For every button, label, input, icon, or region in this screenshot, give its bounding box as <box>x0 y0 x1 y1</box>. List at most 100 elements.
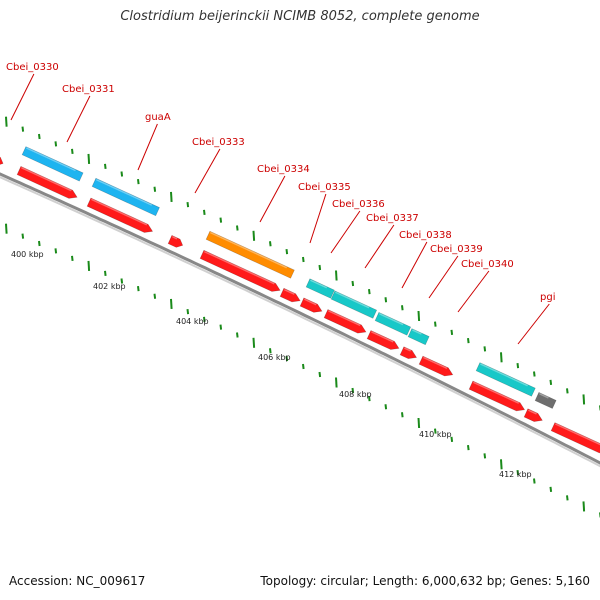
gene-label-text: Cbei_0331 <box>62 84 115 95</box>
tick-mark <box>368 395 371 402</box>
tick-mark <box>203 209 206 216</box>
gene-label-text: Cbei_0336 <box>332 199 385 210</box>
gene-label-text: Cbei_0339 <box>430 244 483 255</box>
upper-gene-3[interactable] <box>205 230 295 279</box>
tick-marks <box>5 116 600 518</box>
tick-mark <box>186 308 190 315</box>
upper-gene-1[interactable] <box>21 146 84 182</box>
genome-backbone <box>0 172 600 468</box>
tick-mark <box>236 332 239 338</box>
tick-mark <box>582 394 586 405</box>
tick-mark <box>450 436 454 443</box>
forward-gene-3[interactable] <box>86 197 154 235</box>
upper-gene-9[interactable] <box>534 392 557 409</box>
gene-label-text: Cbei_0335 <box>298 182 351 193</box>
tick-mark <box>566 388 569 394</box>
tick-mark <box>318 371 322 378</box>
gene-label-Cbei_0330[interactable]: Cbei_0330 <box>6 62 59 121</box>
gene-label-Cbei_0336[interactable]: Cbei_0336 <box>330 199 385 254</box>
upper-gene-8[interactable] <box>475 362 536 397</box>
tick-mark <box>582 501 586 512</box>
gene-label-pgi[interactable]: pgi <box>517 292 555 345</box>
gene-label-text: guaA <box>145 112 171 123</box>
upper-gene-7[interactable] <box>407 328 430 346</box>
tick-mark <box>500 459 503 470</box>
genome-summary-text: Topology: circular; Length: 6,000,632 bp… <box>260 574 590 588</box>
gene-label-text: pgi <box>540 292 555 303</box>
tick-mark <box>417 310 421 322</box>
forward-gene-1[interactable] <box>0 154 5 167</box>
forward-gene-9[interactable] <box>366 330 401 353</box>
tick-mark <box>368 288 371 295</box>
tick-mark <box>21 126 25 132</box>
coordinate-label: 410 kbp <box>419 430 452 439</box>
forward-gene-13[interactable] <box>523 408 544 425</box>
gene-label-Cbei_0331[interactable]: Cbei_0331 <box>62 84 115 143</box>
gene-label-guaA[interactable]: guaA <box>137 112 171 171</box>
tick-mark <box>401 412 404 418</box>
tick-mark <box>219 324 223 330</box>
leader-line <box>309 193 327 244</box>
tick-mark <box>549 486 553 493</box>
tick-mark <box>137 285 140 292</box>
gene-label-text: Cbei_0338 <box>399 230 452 241</box>
tick-mark <box>516 469 520 476</box>
forward-gene-7[interactable] <box>299 297 324 315</box>
forward-gene-11[interactable] <box>418 355 455 379</box>
tick-mark <box>137 178 140 185</box>
upper-gene-5[interactable] <box>330 290 378 319</box>
tick-mark <box>269 241 272 247</box>
gene-label-Cbei_0333[interactable]: Cbei_0333 <box>192 137 245 194</box>
tick-mark <box>335 270 338 281</box>
tick-mark <box>434 428 437 434</box>
tick-mark <box>153 186 157 192</box>
leader-line <box>66 95 91 143</box>
gene-label-Cbei_0335[interactable]: Cbei_0335 <box>298 182 351 244</box>
tick-mark <box>236 225 239 231</box>
tick-mark <box>549 379 553 386</box>
tick-mark <box>384 297 388 303</box>
tick-mark <box>401 305 404 311</box>
tick-mark <box>87 260 91 271</box>
tick-mark <box>252 230 256 241</box>
upper-gene-4[interactable] <box>305 278 335 299</box>
forward-gene-14[interactable] <box>550 422 600 456</box>
forward-gene-6[interactable] <box>279 287 302 305</box>
tick-mark <box>483 346 487 352</box>
tick-mark <box>566 495 569 501</box>
leader-line <box>517 303 550 345</box>
forward-gene-8[interactable] <box>323 309 368 337</box>
forward-gene-5[interactable] <box>199 249 282 294</box>
upper-gene-6[interactable] <box>374 312 412 336</box>
tick-mark <box>302 256 305 263</box>
forward-gene-12[interactable] <box>468 380 526 414</box>
leader-line <box>364 224 395 269</box>
gene-label-text: Cbei_0337 <box>366 213 419 224</box>
tick-mark <box>71 255 74 262</box>
gene-label-Cbei_0334[interactable]: Cbei_0334 <box>257 164 310 223</box>
gene-label-text: Cbei_0330 <box>6 62 59 73</box>
forward-gene-10[interactable] <box>399 346 418 362</box>
gene-label-Cbei_0337[interactable]: Cbei_0337 <box>364 213 419 269</box>
tick-mark <box>120 171 124 177</box>
tick-mark <box>351 280 355 287</box>
upper-gene-2[interactable] <box>91 177 160 217</box>
gene-label-Cbei_0338[interactable]: Cbei_0338 <box>399 230 452 289</box>
coordinate-label: 408 kbp <box>339 390 372 399</box>
tick-mark <box>434 321 437 327</box>
tick-mark <box>450 329 454 336</box>
leader-line <box>401 241 428 289</box>
leader-line <box>137 123 158 171</box>
tick-mark <box>38 240 41 247</box>
forward-gene-2[interactable] <box>16 166 79 201</box>
forward-gene-4[interactable] <box>167 235 184 249</box>
tick-mark <box>186 201 190 208</box>
gene-label-Cbei_0340[interactable]: Cbei_0340 <box>457 259 514 313</box>
leader-line <box>259 175 286 223</box>
gene-label-Cbei_0339[interactable]: Cbei_0339 <box>428 244 483 299</box>
map-title: Clostridium beijerinckii NCIMB 8052, com… <box>120 9 480 24</box>
tick-mark <box>153 293 157 299</box>
